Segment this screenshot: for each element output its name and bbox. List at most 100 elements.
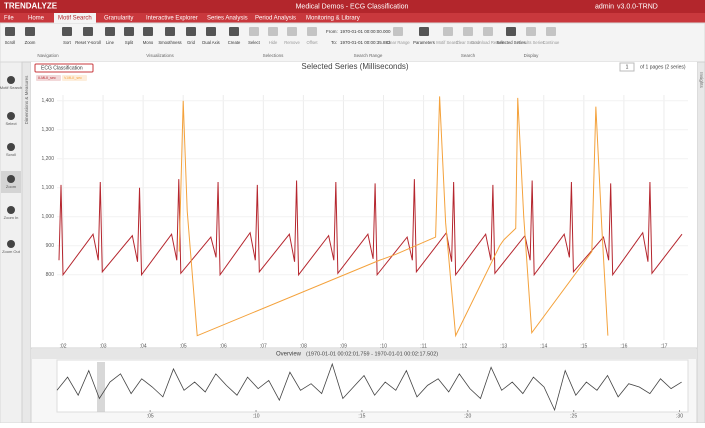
ribbon-button[interactable]: Scroll xyxy=(5,40,16,45)
ribbon-button[interactable]: Create xyxy=(228,40,241,45)
page-count: of 1 pages (2 series) xyxy=(640,64,686,70)
legend-entry[interactable]: II-MLII_sec xyxy=(38,76,56,80)
ribbon-button[interactable]: Smoothness xyxy=(158,40,181,45)
ribbon-icon[interactable] xyxy=(25,27,35,36)
app-title: Medical Demos - ECG Classification xyxy=(296,3,409,10)
ribbon-button[interactable]: Line xyxy=(106,40,115,45)
to-label: To: xyxy=(331,40,337,45)
tool-label[interactable]: Select xyxy=(5,121,17,126)
ribbon-button[interactable]: Remove xyxy=(284,40,300,45)
ribbon-icon[interactable] xyxy=(307,27,317,36)
title-bar xyxy=(0,0,705,13)
ribbon-button[interactable]: Offset xyxy=(306,40,318,45)
ribbon-icon[interactable] xyxy=(249,27,259,36)
ribbon-icon[interactable] xyxy=(287,27,297,36)
x-tick-label: :20 xyxy=(464,413,471,419)
ribbon-button[interactable]: Select xyxy=(248,40,260,45)
side-tab[interactable]: Dimensions & Measures xyxy=(24,75,29,125)
ribbon-icon[interactable] xyxy=(443,27,453,36)
legend-swatch[interactable] xyxy=(36,75,61,81)
ribbon-button[interactable]: Parameters xyxy=(413,40,435,45)
tool-icon[interactable] xyxy=(7,206,15,214)
x-tick-label: :09 xyxy=(340,343,347,349)
side-tab[interactable]: Insights xyxy=(699,72,704,88)
ribbon-icon[interactable] xyxy=(206,27,216,36)
ribbon-button[interactable]: Results Series xyxy=(518,40,545,45)
legend-entry[interactable]: V-MLII_sec xyxy=(64,76,82,80)
ribbon-button[interactable]: Motif Search xyxy=(436,40,460,45)
ribbon-icon[interactable] xyxy=(526,27,536,36)
ribbon-button[interactable]: Mono xyxy=(143,40,154,45)
ribbon-icon[interactable] xyxy=(186,27,196,36)
tool-icon[interactable] xyxy=(7,175,15,183)
tab[interactable]: File xyxy=(4,16,14,22)
y-tick-label: 900 xyxy=(46,243,55,249)
ribbon-icon[interactable] xyxy=(393,27,403,36)
tool-icon[interactable] xyxy=(7,240,15,248)
ribbon-icon[interactable] xyxy=(5,27,15,36)
tab[interactable]: Period Analysis xyxy=(255,16,296,22)
ribbon-icon[interactable] xyxy=(143,27,153,36)
ribbon-icon[interactable] xyxy=(229,27,239,36)
ribbon-icon[interactable] xyxy=(419,27,429,36)
ribbon-button[interactable]: Download Results xyxy=(471,40,505,45)
ribbon-group: Search xyxy=(461,53,476,58)
ribbon-icon[interactable] xyxy=(105,27,115,36)
page-input[interactable] xyxy=(619,62,635,72)
x-tick-label: :13 xyxy=(500,343,507,349)
logo: TRENDALYZE xyxy=(4,2,58,11)
tab[interactable]: Granularity xyxy=(104,16,133,22)
tool-label[interactable]: Scroll xyxy=(6,152,16,157)
x-tick-label: :25 xyxy=(570,413,577,419)
tool-icon[interactable] xyxy=(7,143,15,151)
tool-label[interactable]: Zoom Out xyxy=(2,249,21,254)
overview-window xyxy=(97,362,105,412)
ribbon-icon[interactable] xyxy=(483,27,493,36)
x-tick-label: :07 xyxy=(260,343,267,349)
page-number[interactable]: 1 xyxy=(626,64,629,70)
ribbon-icon[interactable] xyxy=(506,27,516,36)
ribbon-button[interactable]: Dual Axis xyxy=(202,40,219,45)
tab[interactable]: Series Analysis xyxy=(207,16,248,22)
tool-icon[interactable] xyxy=(7,76,15,84)
ribbon-icon[interactable] xyxy=(124,27,134,36)
tab[interactable]: Interactive Explorer xyxy=(146,16,198,22)
user-name: admin xyxy=(595,3,614,10)
ribbon-button[interactable]: Clear Range xyxy=(386,40,410,45)
ribbon-group: Visualizations xyxy=(146,53,174,58)
ribbon-button[interactable]: Hide xyxy=(269,40,278,45)
series-tag[interactable] xyxy=(34,63,94,73)
ribbon-button[interactable]: Selected Series xyxy=(496,40,525,45)
ribbon-icon[interactable] xyxy=(62,27,72,36)
to-value[interactable]: 1970-01-01 00:00:35.883 xyxy=(340,40,391,45)
ribbon-group: Search Range xyxy=(354,53,383,58)
ribbon-button[interactable]: Zoom xyxy=(25,40,36,45)
tool-label[interactable]: Zoom xyxy=(6,184,17,189)
series-tag-label[interactable]: ECG Classification xyxy=(41,65,83,71)
ribbon-icon[interactable] xyxy=(83,27,93,36)
tab[interactable]: Monitoring & Library xyxy=(306,16,360,22)
ribbon-button[interactable]: Split xyxy=(125,40,134,45)
active-tab-label[interactable]: Motif Search xyxy=(58,16,92,22)
tool-label[interactable]: Motif Search xyxy=(0,85,22,90)
ribbon-icon[interactable] xyxy=(268,27,278,36)
from-value[interactable]: 1970-01-01 00:00:00.000 xyxy=(340,29,391,34)
x-tick-label: :02 xyxy=(60,343,67,349)
ribbon-icon[interactable] xyxy=(463,27,473,36)
ribbon-icon[interactable] xyxy=(165,27,175,36)
ribbon-icon[interactable] xyxy=(546,27,556,36)
y-tick-label: 1,200 xyxy=(41,156,54,162)
tool-label[interactable]: Zoom In xyxy=(4,215,19,220)
x-tick-label: :15 xyxy=(580,343,587,349)
tab[interactable]: Home xyxy=(28,16,45,22)
legend-swatch[interactable] xyxy=(62,75,87,81)
ribbon-button[interactable]: Clear Search xyxy=(456,40,481,45)
x-tick-label: :11 xyxy=(420,343,427,349)
ribbon-button[interactable]: Sort xyxy=(63,40,72,45)
ribbon-button[interactable]: Grid xyxy=(187,40,196,45)
ribbon-button[interactable]: Continue xyxy=(543,40,560,45)
ribbon-button[interactable]: Reset Y-scroll xyxy=(75,40,101,45)
series-line xyxy=(58,179,683,277)
tool-icon[interactable] xyxy=(7,112,15,120)
